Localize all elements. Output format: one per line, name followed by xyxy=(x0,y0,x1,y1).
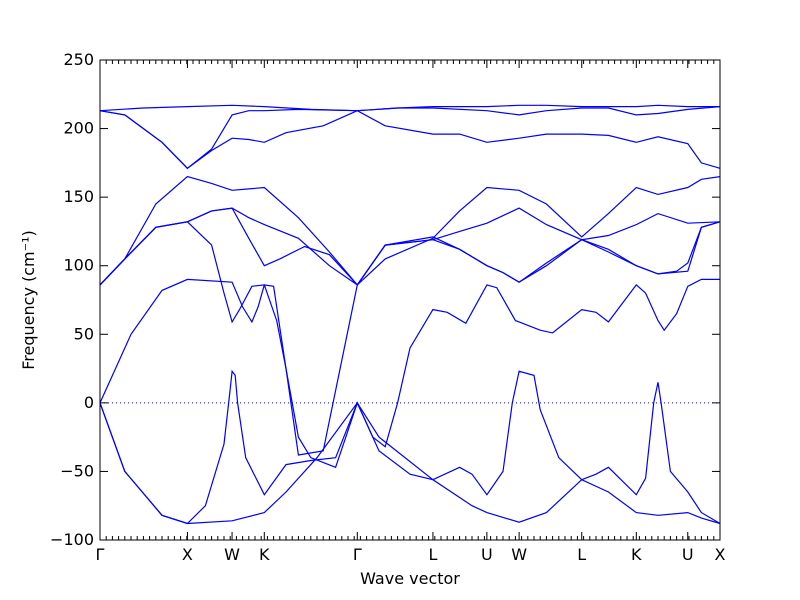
y-tick-label: 200 xyxy=(63,119,94,138)
x-axis-label: Wave vector xyxy=(360,569,460,588)
band-line-9 xyxy=(99,369,721,525)
band-line-1 xyxy=(99,104,720,112)
y-axis-ticks: −100 −50 0 50 100 150 200 250 xyxy=(50,50,720,549)
x-tick-label: Γ xyxy=(96,545,105,564)
x-tick-label: U xyxy=(682,545,694,564)
x-tick-label: K xyxy=(259,545,270,564)
band-line-10 xyxy=(99,401,721,525)
band-line-4 xyxy=(99,175,721,286)
x-tick-label: L xyxy=(577,545,586,564)
band-line-6 xyxy=(99,221,721,456)
band-lines xyxy=(99,104,721,525)
y-tick-label: −100 xyxy=(50,530,94,549)
x-tick-label: U xyxy=(481,545,493,564)
y-tick-label: 100 xyxy=(63,256,94,275)
x-tick-label: L xyxy=(428,545,437,564)
band-line-8 xyxy=(99,278,720,469)
x-tick-label: X xyxy=(182,545,193,564)
band-line-3 xyxy=(99,110,721,170)
x-tick-label: W xyxy=(511,545,527,564)
x-tick-label: K xyxy=(631,545,642,564)
y-tick-label: 50 xyxy=(74,324,94,343)
x-tick-label: W xyxy=(224,545,240,564)
axes-frame xyxy=(99,59,721,541)
y-tick-label: −50 xyxy=(60,461,94,480)
band-line-2 xyxy=(99,106,721,170)
y-axis-label: Frequency (cm⁻¹) xyxy=(19,230,38,369)
band-line-7 xyxy=(99,207,721,286)
x-tick-label: Γ xyxy=(353,545,362,564)
y-tick-label: 150 xyxy=(63,187,94,206)
y-tick-label: 0 xyxy=(84,393,94,412)
y-tick-label: 250 xyxy=(63,50,94,69)
x-tick-label: X xyxy=(715,545,726,564)
